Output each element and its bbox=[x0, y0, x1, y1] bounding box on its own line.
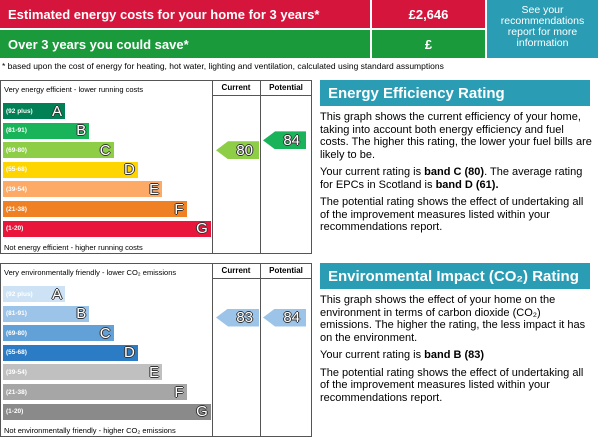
band-letter: C bbox=[99, 141, 111, 159]
band-letter: B bbox=[76, 305, 87, 323]
band-range: (81-91) bbox=[6, 127, 27, 135]
band-range: (55-68) bbox=[6, 349, 27, 357]
save-value: £ bbox=[372, 30, 485, 58]
text-run: Your current rating is bbox=[320, 349, 425, 361]
current-rating: 80 bbox=[216, 141, 259, 160]
band: (55-68) D bbox=[3, 344, 138, 362]
band: (92 plus) A bbox=[3, 285, 65, 303]
band-range: (39-54) bbox=[6, 185, 27, 193]
text-run: The potential rating shows the effect of… bbox=[320, 196, 584, 233]
text-run: This graph shows the effect of your home… bbox=[320, 294, 586, 344]
bottom-label: Not energy efficient - higher running co… bbox=[4, 243, 143, 252]
band-range: (55-68) bbox=[6, 166, 27, 174]
band-letter: A bbox=[51, 102, 62, 120]
potential-header: Potential bbox=[269, 266, 303, 275]
band: (81-91) B bbox=[3, 122, 90, 140]
potential-rating: 84 bbox=[263, 131, 306, 150]
potential-header: Potential bbox=[269, 83, 303, 92]
column-divider bbox=[212, 263, 213, 437]
header-rule bbox=[212, 95, 312, 96]
band-range: (69-80) bbox=[6, 329, 27, 337]
band-range: (1-20) bbox=[6, 408, 24, 416]
text-run: . The average rating for EPCs in Scotlan… bbox=[320, 166, 583, 191]
paragraph: This graph shows the effect of your home… bbox=[320, 294, 592, 344]
band-letter: D bbox=[124, 161, 135, 179]
band-range: (69-80) bbox=[6, 146, 27, 154]
band-range: (21-38) bbox=[6, 205, 27, 213]
paragraph: The potential rating shows the effect of… bbox=[320, 367, 592, 405]
band: (69-80) C bbox=[3, 141, 114, 159]
text-run: This graph shows the current efficiency … bbox=[320, 111, 592, 161]
band-letter: A bbox=[51, 285, 62, 303]
band-range: (92 plus) bbox=[6, 107, 33, 115]
band: (39-54) E bbox=[3, 363, 163, 381]
band: (21-38) F bbox=[3, 383, 187, 401]
paragraph: The potential rating shows the effect of… bbox=[320, 196, 592, 234]
footnote: * based upon the cost of energy for heat… bbox=[2, 61, 444, 71]
band: (81-91) B bbox=[3, 305, 90, 323]
text-run: band B (83) bbox=[424, 349, 485, 361]
band-letter: F bbox=[174, 200, 184, 218]
top-label: Very energy efficient - lower running co… bbox=[4, 85, 144, 94]
estimated-value: £2,646 bbox=[372, 0, 485, 28]
band: (39-54) E bbox=[3, 180, 163, 198]
band-range: (21-38) bbox=[6, 388, 27, 396]
band-letter: D bbox=[124, 344, 135, 362]
band: (1-20) G bbox=[3, 220, 211, 238]
paragraph: Your current rating is band B (83) bbox=[320, 349, 592, 362]
energy-text: This graph shows the current efficiency … bbox=[320, 111, 592, 239]
band-range: (39-54) bbox=[6, 368, 27, 376]
band-range: (92 plus) bbox=[6, 290, 33, 298]
band-letter: C bbox=[99, 324, 111, 342]
paragraph: Your current rating is band C (80). The … bbox=[320, 166, 592, 191]
save-label: Over 3 years you could save* bbox=[0, 30, 370, 58]
current-rating: 83 bbox=[216, 308, 259, 327]
bottom-label: Not environmentally friendly - higher CO… bbox=[4, 426, 176, 435]
text-run: Your current rating is bbox=[320, 166, 425, 178]
current-header: Current bbox=[221, 266, 251, 275]
text-run: band C (80) bbox=[424, 166, 485, 178]
band-letter: E bbox=[149, 180, 160, 198]
band: (21-38) F bbox=[3, 200, 187, 218]
recommendations-link[interactable]: See your recommendations report for more… bbox=[487, 0, 598, 58]
band-letter: E bbox=[149, 363, 160, 381]
energy-title: Energy Efficiency Rating bbox=[320, 80, 590, 106]
band: (69-80) C bbox=[3, 324, 114, 342]
text-run: band D (61). bbox=[435, 178, 499, 191]
band-letter: F bbox=[174, 383, 184, 401]
column-divider bbox=[212, 80, 213, 254]
column-divider bbox=[260, 263, 261, 437]
band-letter: G bbox=[196, 403, 208, 421]
current-header: Current bbox=[221, 83, 251, 92]
paragraph: This graph shows the current efficiency … bbox=[320, 111, 592, 161]
environment-text: This graph shows the effect of your home… bbox=[320, 294, 592, 409]
band-letter: G bbox=[196, 220, 208, 238]
text-run: The potential rating shows the effect of… bbox=[320, 366, 584, 404]
band: (55-68) D bbox=[3, 161, 138, 179]
potential-rating: 84 bbox=[263, 308, 306, 327]
estimated-label: Estimated energy costs for your home for… bbox=[0, 0, 370, 28]
column-divider bbox=[260, 80, 261, 254]
environment-title: Environmental Impact (CO₂) Rating bbox=[320, 263, 590, 289]
band-letter: B bbox=[76, 122, 87, 140]
band-range: (81-91) bbox=[6, 310, 27, 318]
header-rule bbox=[212, 278, 312, 279]
chart-frame bbox=[0, 80, 312, 254]
band: (92 plus) A bbox=[3, 102, 65, 120]
top-label: Very environmentally friendly - lower CO… bbox=[4, 268, 177, 277]
band: (1-20) G bbox=[3, 403, 211, 421]
band-range: (1-20) bbox=[6, 225, 24, 233]
